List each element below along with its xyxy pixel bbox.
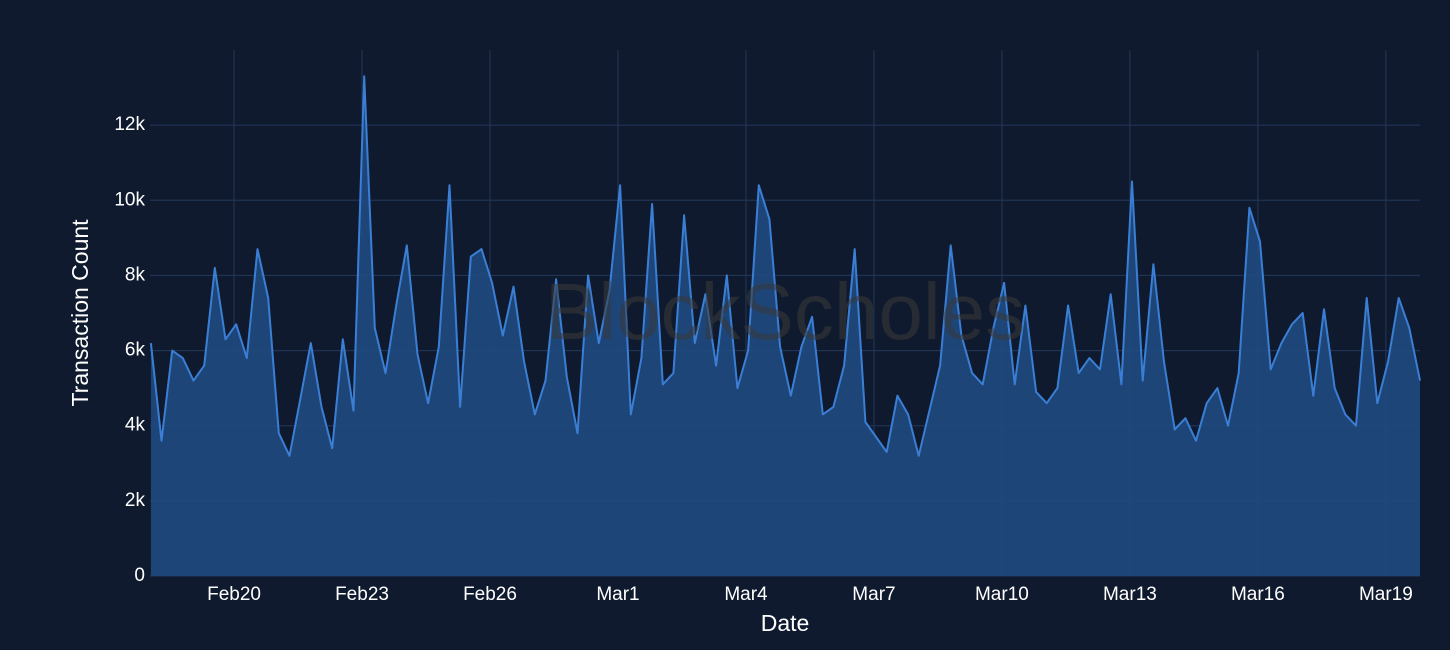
y-tick-label: 4k bbox=[125, 415, 146, 436]
watermark: BlockScholes bbox=[545, 267, 1025, 356]
tick-labels: 0 2k 4k 6k 8k 10k 12k Feb20 Feb23 Feb26 Mar1 Mar4 Ma… bbox=[114, 114, 1412, 605]
x-axis-title: Date bbox=[761, 610, 810, 636]
line bbox=[149, 75, 1421, 457]
y-tick-label: 0 bbox=[134, 565, 145, 586]
y-tick-label: 2k bbox=[125, 490, 146, 511]
x-tick-label: Mar19 bbox=[1359, 584, 1413, 605]
y-axis-title: Transaction Count bbox=[67, 219, 93, 407]
x-tick-label: Feb20 bbox=[207, 584, 261, 605]
y-tick-label: 8k bbox=[125, 264, 146, 285]
plot-area bbox=[149, 75, 1421, 577]
x-tick-label: Feb23 bbox=[335, 584, 389, 605]
x-tick-label: Mar7 bbox=[852, 584, 895, 605]
x-tick-label: Feb26 bbox=[463, 584, 517, 605]
x-tick-label: Mar13 bbox=[1103, 584, 1157, 605]
x-tick-label: Mar16 bbox=[1231, 584, 1285, 605]
y-tick-label: 12k bbox=[114, 114, 145, 135]
x-tick-label: Mar4 bbox=[724, 584, 768, 605]
y-tick-label: 6k bbox=[125, 340, 146, 361]
area-fill bbox=[150, 76, 1420, 577]
x-tick-label: Mar1 bbox=[596, 584, 639, 605]
x-tick-label: Mar10 bbox=[975, 584, 1029, 605]
y-tick-label: 10k bbox=[114, 189, 145, 210]
